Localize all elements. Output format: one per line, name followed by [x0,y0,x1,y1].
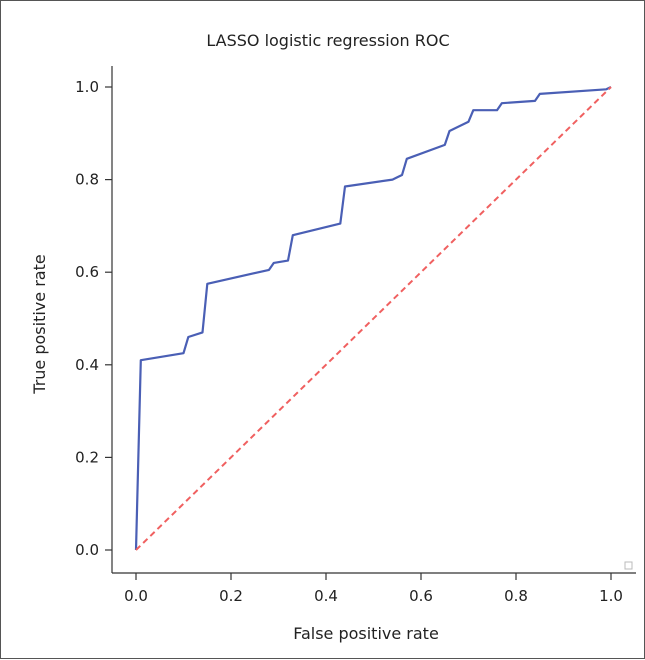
x-axis-title: False positive rate [293,624,439,643]
axes [111,66,636,574]
series-group [134,86,612,551]
y-tick-label: 0.4 [75,356,99,374]
tick-marks: 0.0 0.2 0.4 0.6 0.8 1.0 0.0 0.2 0.4 0.6 0.8 1.0 [75,78,623,605]
x-tick-label: 0.8 [504,587,528,605]
x-tick-label: 0.0 [124,587,148,605]
x-tick-label: 0.4 [314,587,338,605]
y-tick-label: 0.2 [75,448,99,466]
chart-title: LASSO logistic regression ROC [206,31,449,50]
x-tick-label: 1.0 [599,587,623,605]
y-tick-label: 0.8 [75,171,99,189]
y-axis-title: True positive rate [30,254,49,394]
x-tick-label: 0.6 [409,587,433,605]
roc-curve-line [134,86,612,551]
x-tick-label: 0.2 [219,587,243,605]
y-tick-label: 1.0 [75,78,99,96]
y-tick-label: 0.0 [75,541,99,559]
corner-marker-icon [624,561,633,570]
chance-diagonal-line [135,86,612,551]
y-tick-label: 0.6 [75,263,99,281]
